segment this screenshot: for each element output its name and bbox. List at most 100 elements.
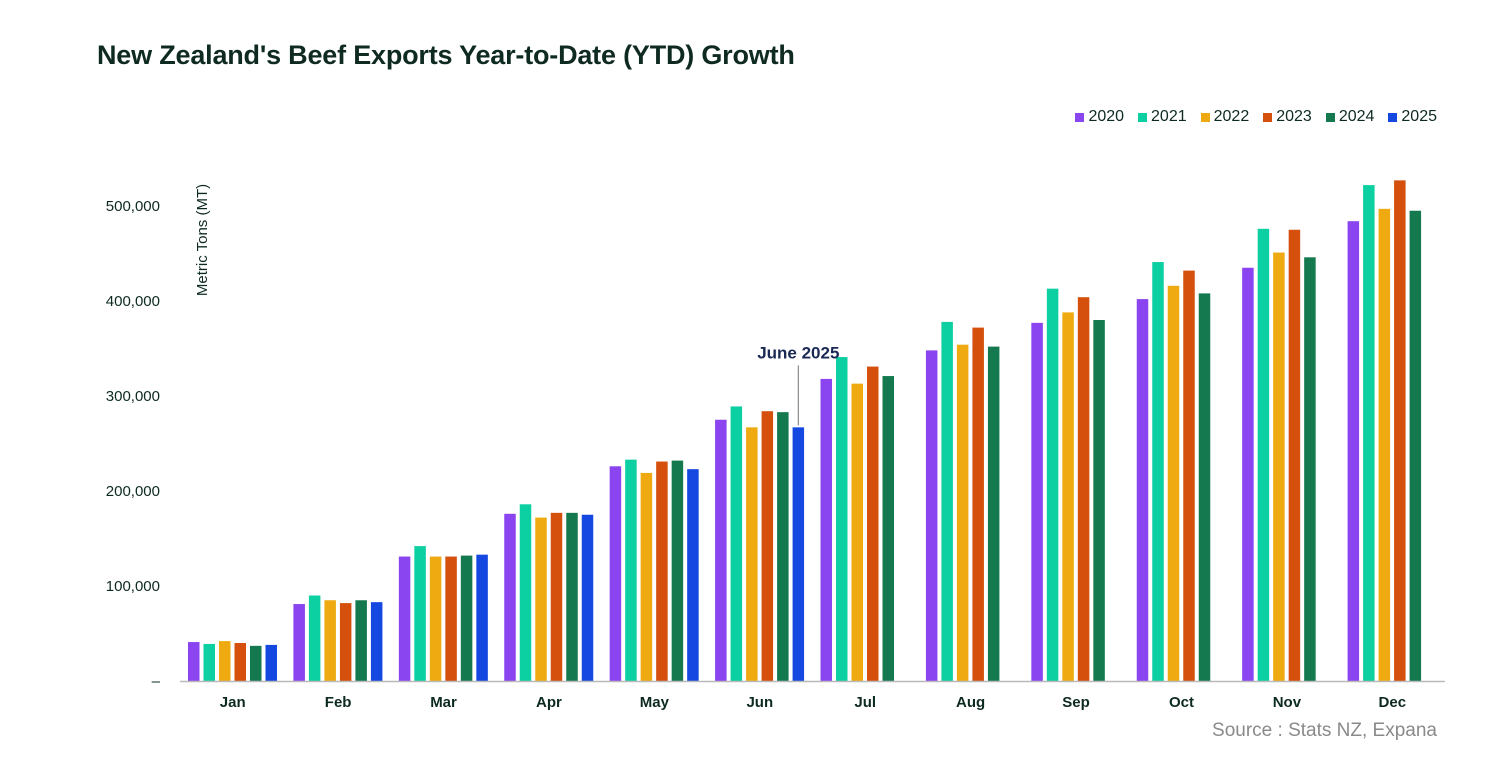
x-tick-label: Apr bbox=[536, 694, 562, 711]
bar-2021-jun bbox=[730, 406, 743, 681]
bar-2021-jul bbox=[836, 357, 848, 681]
bar-2021-dec bbox=[1363, 185, 1375, 681]
bar-2021-may bbox=[625, 459, 637, 681]
bar-2022-may bbox=[640, 472, 653, 681]
chart-title: New Zealand's Beef Exports Year-to-Date … bbox=[97, 40, 795, 70]
bar-2023-feb bbox=[339, 603, 352, 681]
bar-2020-dec bbox=[1347, 221, 1360, 681]
x-tick-label: Nov bbox=[1273, 694, 1302, 711]
chart-legend: 2020 2021 2022 2023 2024 2025 bbox=[1075, 108, 1437, 126]
legend-swatch-2024 bbox=[1325, 112, 1335, 122]
legend-item-2020: 2020 bbox=[1075, 108, 1124, 126]
legend-swatch-2025 bbox=[1388, 112, 1398, 122]
bar-2022-mar bbox=[429, 556, 442, 681]
bar-2024-jul bbox=[882, 376, 894, 681]
x-tick-label: Sep bbox=[1062, 694, 1090, 711]
legend-item-2021: 2021 bbox=[1138, 108, 1187, 126]
bar-2021-feb bbox=[308, 595, 321, 681]
legend-swatch-2023 bbox=[1263, 112, 1273, 122]
x-tick-label: Oct bbox=[1169, 694, 1194, 711]
annotation-label: June 2025 bbox=[757, 343, 839, 362]
y-tick-label: 400,000 bbox=[106, 293, 160, 310]
bar-2025-jun bbox=[792, 427, 805, 681]
x-tick-label: Jul bbox=[854, 694, 876, 711]
legend-item-2023: 2023 bbox=[1263, 108, 1312, 126]
bar-2023-mar bbox=[445, 556, 457, 681]
bar-2025-mar bbox=[476, 554, 488, 681]
legend-item-2022: 2022 bbox=[1200, 108, 1250, 126]
bar-2021-aug bbox=[941, 321, 953, 681]
bar-2021-apr bbox=[519, 504, 532, 681]
bar-2022-feb bbox=[324, 600, 336, 681]
bar-2022-oct bbox=[1167, 285, 1180, 681]
bar-2024-oct bbox=[1198, 293, 1211, 681]
bar-2025-may bbox=[687, 469, 699, 681]
legend-label-2025: 2025 bbox=[1401, 108, 1437, 125]
bar-2022-jan bbox=[219, 641, 231, 681]
y-tick-label: – bbox=[152, 673, 161, 690]
bar-2020-nov bbox=[1242, 267, 1254, 681]
y-tick-label: 100,000 bbox=[106, 578, 160, 595]
bar-2022-aug bbox=[956, 344, 969, 681]
bar-2022-jun bbox=[746, 427, 758, 681]
y-tick-label: 300,000 bbox=[106, 388, 160, 405]
y-axis: – 100,000 200,000 300,000 400,000 500,000 bbox=[106, 198, 161, 690]
bar-2020-jan bbox=[188, 642, 200, 681]
bar-2022-apr bbox=[535, 517, 547, 681]
bar-2025-feb bbox=[370, 602, 383, 681]
bar-2023-nov bbox=[1288, 229, 1301, 681]
legend-label-2023: 2023 bbox=[1276, 108, 1312, 125]
bar-2021-mar bbox=[414, 546, 426, 681]
bar-2022-jul bbox=[851, 383, 863, 681]
x-tick-label: Feb bbox=[325, 694, 352, 711]
bar-2020-aug bbox=[925, 350, 938, 681]
bar-2022-sep bbox=[1062, 312, 1074, 681]
bar-2022-dec bbox=[1378, 208, 1391, 681]
bar-2024-dec bbox=[1409, 210, 1422, 681]
bar-2020-sep bbox=[1031, 322, 1043, 681]
bar-2020-mar bbox=[398, 556, 411, 681]
bar-2021-sep bbox=[1046, 288, 1059, 681]
annotations: June 2025 bbox=[757, 343, 839, 426]
bar-2023-dec bbox=[1394, 180, 1406, 681]
bar-2022-nov bbox=[1273, 252, 1285, 682]
bar-2021-nov bbox=[1257, 228, 1270, 682]
x-tick-label: Mar bbox=[430, 694, 457, 711]
bar-2021-jan bbox=[203, 643, 215, 681]
legend-item-2024: 2024 bbox=[1325, 108, 1374, 126]
bar-2024-sep bbox=[1093, 320, 1105, 681]
bar-2023-apr bbox=[550, 512, 563, 681]
legend-label-2020: 2020 bbox=[1088, 108, 1125, 125]
bar-2024-feb bbox=[355, 600, 367, 681]
bar-2024-nov bbox=[1304, 257, 1316, 681]
bar-2020-jun bbox=[715, 419, 727, 681]
legend-swatch-2021 bbox=[1138, 112, 1148, 122]
bar-2024-apr bbox=[566, 512, 578, 681]
bar-2020-feb bbox=[293, 604, 305, 681]
bar-2023-jun bbox=[761, 411, 774, 681]
bar-2024-jan bbox=[250, 645, 262, 681]
x-tick-label: Jan bbox=[220, 694, 246, 711]
bar-2024-aug bbox=[987, 346, 1000, 681]
x-tick-label: May bbox=[640, 694, 670, 711]
bar-2024-mar bbox=[460, 555, 473, 681]
bar-2020-oct bbox=[1136, 299, 1149, 681]
y-axis-label: Metric Tons (MT) bbox=[194, 184, 211, 296]
bar-2023-may bbox=[656, 461, 668, 681]
bar-2023-jan bbox=[234, 643, 246, 681]
legend-swatch-2022 bbox=[1200, 112, 1210, 122]
legend-label-2022: 2022 bbox=[1213, 108, 1250, 125]
bar-2024-jun bbox=[777, 412, 789, 681]
bar-2025-jan bbox=[265, 644, 277, 681]
bar-2023-jul bbox=[867, 366, 879, 681]
x-tick-label: Aug bbox=[956, 694, 985, 711]
x-tick-label: Jun bbox=[746, 694, 773, 711]
bar-2025-apr bbox=[581, 514, 594, 681]
legend-label-2021: 2021 bbox=[1151, 108, 1187, 125]
y-tick-label: 500,000 bbox=[106, 198, 160, 215]
bar-2023-sep bbox=[1077, 297, 1090, 681]
bar-2023-oct bbox=[1183, 270, 1195, 681]
x-axis: Jan Feb Mar Apr May Jun Jul Aug Sep Oct Nov Dec bbox=[180, 680, 1445, 711]
bar-2020-may bbox=[609, 466, 622, 681]
